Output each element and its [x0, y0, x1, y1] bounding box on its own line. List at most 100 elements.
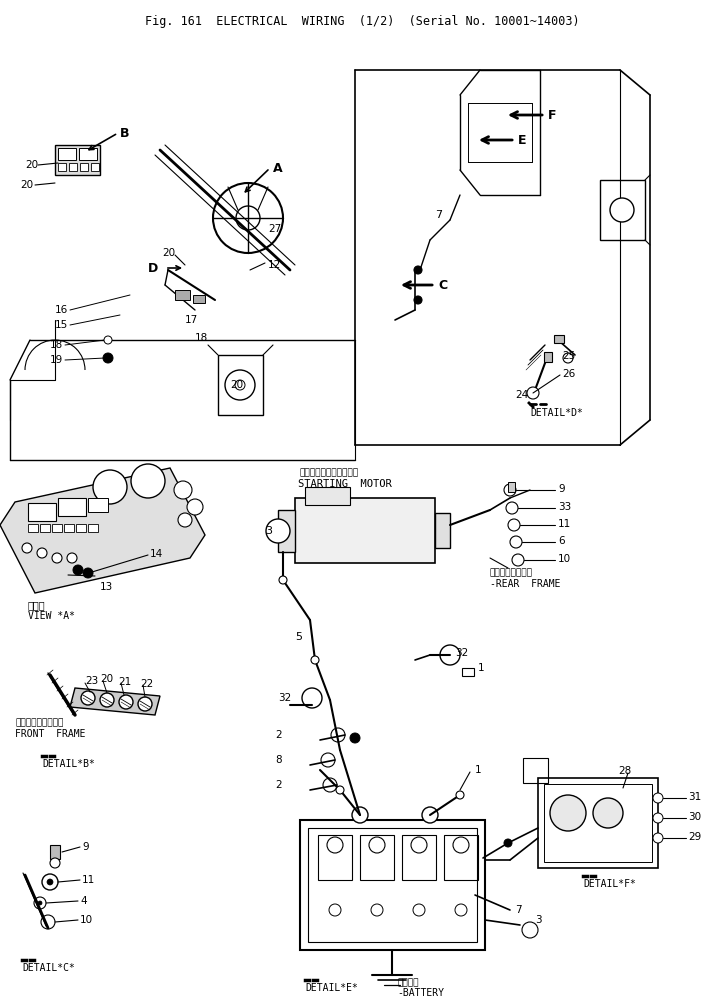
Text: スターティング　モータ: スターティング モータ	[300, 468, 359, 477]
Circle shape	[37, 548, 47, 558]
Circle shape	[22, 543, 32, 553]
Circle shape	[414, 266, 422, 274]
Text: 31: 31	[688, 792, 702, 802]
Circle shape	[352, 807, 368, 823]
Circle shape	[550, 795, 586, 831]
Circle shape	[456, 792, 464, 799]
Text: 32: 32	[278, 693, 291, 703]
Text: 5: 5	[295, 632, 302, 642]
Circle shape	[504, 839, 512, 847]
Circle shape	[83, 568, 93, 578]
Text: 3: 3	[265, 526, 272, 536]
Text: -BATTERY: -BATTERY	[397, 988, 444, 998]
Circle shape	[422, 807, 438, 823]
Text: 10: 10	[80, 915, 93, 925]
Text: 2: 2	[275, 780, 282, 790]
Text: DETAIL*D*: DETAIL*D*	[530, 408, 583, 418]
Text: 6: 6	[558, 536, 565, 546]
Circle shape	[653, 813, 663, 823]
Text: 20: 20	[100, 674, 113, 684]
Circle shape	[350, 733, 360, 743]
Circle shape	[81, 691, 95, 705]
Circle shape	[38, 901, 42, 905]
Circle shape	[93, 470, 127, 504]
Bar	[28, 504, 56, 521]
Circle shape	[453, 837, 469, 853]
Text: バッテリ: バッテリ	[397, 978, 418, 987]
Text: B: B	[120, 127, 130, 140]
Bar	[300, 820, 485, 950]
Text: 24: 24	[515, 390, 529, 400]
Bar	[523, 758, 548, 783]
Circle shape	[329, 904, 341, 916]
Text: DETAIL*E*: DETAIL*E*	[305, 983, 358, 993]
Circle shape	[331, 728, 345, 742]
Text: E: E	[518, 134, 526, 147]
Text: A: A	[273, 162, 282, 175]
Circle shape	[302, 688, 322, 708]
Bar	[80, 163, 88, 171]
Text: 32: 32	[455, 648, 468, 658]
Bar	[69, 163, 77, 171]
Circle shape	[138, 697, 152, 711]
Text: 11: 11	[82, 875, 96, 885]
Text: 20: 20	[230, 380, 243, 390]
Bar	[55, 145, 100, 175]
Text: STARTING  MOTOR: STARTING MOTOR	[298, 479, 392, 489]
Circle shape	[50, 858, 60, 868]
Bar	[305, 487, 350, 505]
Bar	[28, 524, 38, 532]
Bar	[193, 295, 205, 303]
Text: 28: 28	[618, 766, 631, 776]
Text: 矢　視: 矢 視	[28, 600, 46, 610]
Circle shape	[266, 519, 290, 543]
Bar	[308, 828, 477, 942]
Text: D: D	[148, 262, 159, 275]
Text: DETAIL*C*: DETAIL*C*	[22, 963, 75, 973]
Text: 10: 10	[558, 554, 571, 564]
Circle shape	[455, 904, 467, 916]
Circle shape	[414, 296, 422, 304]
Text: 9: 9	[82, 842, 88, 852]
Bar	[79, 148, 97, 160]
Circle shape	[311, 656, 319, 664]
Circle shape	[52, 553, 62, 563]
Text: 18: 18	[195, 333, 209, 343]
Text: 14: 14	[150, 549, 163, 559]
Text: -REAR  FRAME: -REAR FRAME	[490, 579, 560, 589]
Circle shape	[411, 837, 427, 853]
Bar	[318, 835, 352, 880]
Bar	[91, 163, 99, 171]
Bar	[444, 835, 478, 880]
Text: 17: 17	[185, 315, 198, 325]
Text: 20: 20	[25, 160, 38, 170]
Text: F: F	[548, 109, 557, 122]
Circle shape	[279, 576, 287, 584]
Bar	[462, 668, 474, 676]
Bar	[295, 498, 435, 563]
Text: Fig. 161  ELECTRICAL  WIRING  (1/2)  (Serial No. 10001~14003): Fig. 161 ELECTRICAL WIRING (1/2) (Serial…	[145, 15, 579, 28]
Text: 15: 15	[55, 320, 68, 330]
Bar	[544, 352, 552, 362]
Text: FRONT  FRAME: FRONT FRAME	[15, 729, 85, 739]
Circle shape	[131, 464, 165, 498]
Bar	[88, 524, 98, 532]
Bar	[544, 784, 652, 862]
Text: 11: 11	[558, 519, 571, 529]
Circle shape	[563, 353, 573, 363]
Circle shape	[371, 904, 383, 916]
Text: 18: 18	[50, 340, 63, 350]
Circle shape	[510, 536, 522, 548]
Bar	[76, 524, 86, 532]
Text: 2: 2	[275, 730, 282, 740]
Text: 7: 7	[435, 210, 442, 220]
Text: 30: 30	[688, 812, 701, 822]
Bar	[40, 524, 50, 532]
Circle shape	[653, 833, 663, 843]
Text: 25: 25	[562, 351, 576, 361]
Text: 27: 27	[268, 224, 281, 234]
Circle shape	[506, 502, 518, 514]
Circle shape	[413, 904, 425, 916]
Circle shape	[103, 353, 113, 363]
Bar	[52, 524, 62, 532]
